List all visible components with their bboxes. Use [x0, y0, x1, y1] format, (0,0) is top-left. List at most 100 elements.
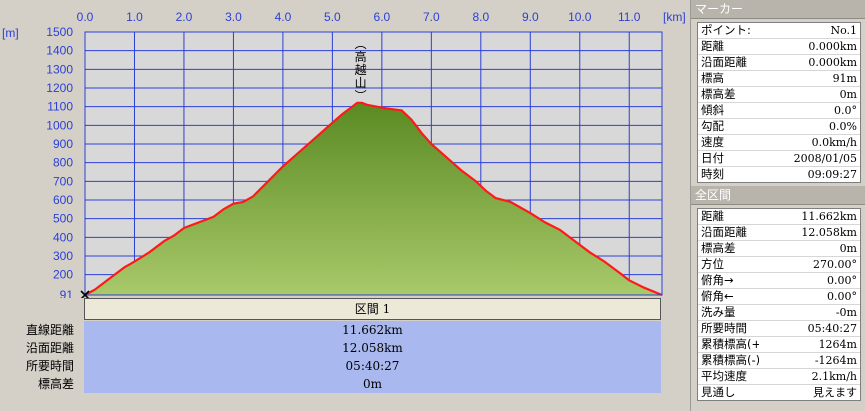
panel-row-label: 洗み量 — [701, 305, 736, 319]
y-tick-label: 1000 — [46, 118, 73, 132]
panel-row: ポイント: No.1 — [698, 23, 860, 39]
panel-row-value: 0.0km/h — [811, 136, 857, 149]
section-stat-row: 直線距離 11.662km — [0, 321, 662, 339]
panel-row-value: 0.00° — [827, 290, 857, 303]
y-tick-label: 300 — [53, 249, 73, 263]
y-tick-label: 500 — [53, 212, 73, 226]
panel-row-label: 勾配 — [701, 119, 724, 133]
y-tick-label: 1100 — [47, 100, 73, 114]
y-tick-label: 600 — [53, 193, 73, 207]
x-unit-label: [km] — [663, 10, 686, 24]
panel-row-label: 時刻 — [701, 167, 724, 181]
elevation-chart: 0.0 1.0 2.0 3.0 4.0 5.0 6.0 7.0 8.0 9.0 10.0 11.0 9… — [2, 10, 686, 298]
panel-row: 方位 270.00° — [698, 257, 860, 273]
panel-row-value: 12.058km — [801, 226, 857, 239]
panel-row-label: 距離 — [701, 39, 724, 53]
section-stat-label: 沿面距離 — [25, 341, 74, 355]
panel-row-value: -1264m — [814, 354, 857, 367]
section-stat-label: 所要時間 — [25, 359, 74, 373]
panel-row-label: 標高差 — [701, 87, 736, 101]
panel-row: 見通し 見えます — [698, 385, 860, 400]
y-tick-label: 200 — [53, 268, 73, 282]
total-panel-title: 全区間 — [691, 186, 865, 205]
x-tick-label: 2.0 — [176, 10, 193, 24]
x-tick-label: 6.0 — [374, 10, 391, 24]
panel-row: 所要時間 05:40:27 — [698, 321, 860, 337]
elevation-area — [85, 102, 662, 296]
panel-row-value: 09:09:27 — [807, 168, 857, 181]
panel-row: 標高差 0m — [698, 87, 860, 103]
panel-row-value: 270.00° — [813, 258, 857, 271]
position-marker[interactable] — [80, 290, 90, 298]
x-tick-label: 3.0 — [225, 10, 242, 24]
panel-row-label: 平均速度 — [701, 369, 747, 383]
panel-row: 沿面距離 0.000km — [698, 55, 860, 71]
panel-row: 累積標高(+) 1264m — [698, 337, 860, 353]
panel-row: 距離 0.000km — [698, 39, 860, 55]
section-stats: 直線距離 11.662km 沿面距離 12.058km 所要時間 05:40:27 標高差 0… — [0, 321, 662, 393]
elevation-line — [84, 101, 663, 297]
section-header[interactable]: 区間 1 — [84, 298, 661, 320]
panel-row-label: 方位 — [701, 257, 724, 271]
panel-row-label: 俯角→ — [701, 273, 734, 287]
panel-row-value: 見えます — [813, 386, 857, 399]
plot-frame — [84, 31, 663, 296]
panel-row-label: 沿面距離 — [701, 55, 747, 69]
y-tick-label: 800 — [53, 156, 73, 170]
y-unit-label: [m] — [2, 26, 19, 40]
panel-row-label: 所要時間 — [701, 321, 747, 335]
panel-row: 洗み量 -0m — [698, 305, 860, 321]
panel-row-value: 0.0% — [829, 120, 857, 133]
panel-row-label: 沿面距離 — [701, 225, 747, 239]
panel-row-value: 0.000km — [808, 56, 857, 69]
y-tick-label: 1200 — [46, 81, 73, 95]
panel-row-value: 0.000km — [808, 40, 857, 53]
x-tick-label: 11.0 — [618, 10, 641, 24]
panel-row: 俯角← 0.00° — [698, 289, 860, 305]
panel-row-label: ポイント: — [701, 23, 751, 37]
panel-row-value: 0.0° — [834, 104, 857, 117]
panel-row: 距離 11.662km — [698, 209, 860, 225]
y-tick-label: 1400 — [46, 44, 73, 58]
panel-row-value: No.1 — [830, 24, 857, 37]
panel-row-value: 0.00° — [827, 274, 857, 287]
panel-row: 標高 91m — [698, 71, 860, 87]
panel-row-value: -0m — [835, 306, 857, 319]
section-stat-value: 11.662km — [84, 321, 661, 339]
marker-panel-title: マーカー — [691, 0, 865, 19]
panel-row-label: 標高 — [701, 71, 724, 85]
x-tick-label: 5.0 — [324, 10, 341, 24]
panel-row-value: 11.662km — [801, 210, 857, 223]
section-stat-label: 直線距離 — [25, 323, 74, 337]
y-tick-label: 900 — [53, 137, 73, 151]
panel-row-value: 91m — [832, 72, 857, 85]
panel-row-label: 速度 — [701, 135, 724, 149]
panel-row: 沿面距離 12.058km — [698, 225, 860, 241]
panel-row-value: 2.1km/h — [811, 370, 857, 383]
section-stat-value: 05:40:27 — [84, 357, 661, 375]
panel-row: 標高差 0m — [698, 241, 860, 257]
x-tick-label: 10.0 — [568, 10, 592, 24]
panel-row: 時刻 09:09:27 — [698, 167, 860, 182]
panel-row-label: 見通し — [701, 385, 736, 399]
peak-label: ︵高越山︶ — [355, 37, 367, 103]
x-tick-label: 1.0 — [126, 10, 143, 24]
panel-row: 累積標高(-) -1264m — [698, 353, 860, 369]
y-tick-label: 1300 — [46, 62, 73, 76]
panel-row-label: 傾斜 — [701, 103, 724, 117]
y-tick-label: 1500 — [46, 25, 73, 39]
x-tick-label: 9.0 — [522, 10, 539, 24]
panel-row-label: 日付 — [701, 151, 724, 165]
section-stat-value: 12.058km — [84, 339, 661, 357]
panel-row: 俯角→ 0.00° — [698, 273, 860, 289]
panel-row-label: 累積標高(-) — [701, 353, 759, 367]
panel-row: 勾配 0.0% — [698, 119, 860, 135]
panel-row-value: 2008/01/05 — [793, 152, 857, 165]
section-stat-label: 標高差 — [37, 377, 74, 391]
panel-row: 日付 2008/01/05 — [698, 151, 860, 167]
panel-row-value: 0m — [839, 88, 857, 101]
x-tick-label: 8.0 — [472, 10, 489, 24]
section-stat-row: 沿面距離 12.058km — [0, 339, 662, 357]
panel-row-label: 累積標高(+) — [701, 337, 759, 351]
section-stat-value: 0m — [84, 375, 661, 393]
